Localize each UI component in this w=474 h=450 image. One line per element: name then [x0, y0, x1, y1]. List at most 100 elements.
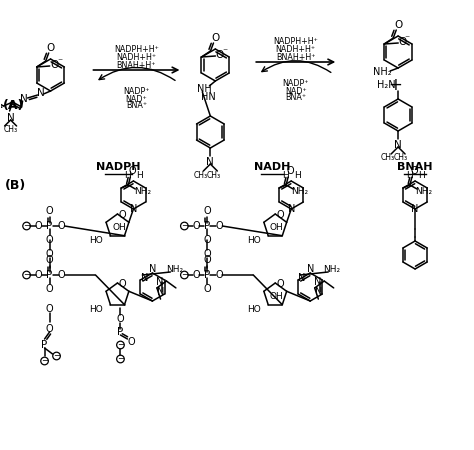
Text: N: N [156, 277, 163, 287]
Text: NH₂: NH₂ [415, 186, 432, 195]
Text: HO: HO [247, 236, 261, 245]
Text: NH₂: NH₂ [324, 265, 341, 274]
Text: (B): (B) [5, 179, 26, 192]
Text: O: O [192, 270, 200, 280]
Text: N: N [207, 157, 214, 167]
Text: O: O [216, 270, 223, 280]
Text: O: O [276, 210, 284, 220]
Text: O: O [211, 33, 219, 43]
Text: NH₂: NH₂ [134, 186, 151, 195]
Text: O: O [215, 50, 224, 60]
Text: O: O [203, 249, 211, 259]
Text: HO: HO [247, 305, 261, 314]
Text: O: O [203, 284, 211, 294]
Text: −: − [23, 270, 30, 279]
Text: O: O [46, 324, 54, 334]
Text: O: O [46, 206, 54, 216]
Text: N: N [149, 264, 156, 274]
Text: NADPH+H⁺: NADPH+H⁺ [273, 37, 318, 46]
Text: O: O [398, 37, 406, 47]
Text: BNA⁺: BNA⁺ [126, 102, 147, 111]
Text: O: O [118, 279, 126, 289]
Text: NADPH+H⁺: NADPH+H⁺ [114, 45, 159, 54]
Text: O: O [203, 206, 211, 216]
Text: OH: OH [270, 223, 284, 232]
Text: O: O [192, 221, 200, 231]
Text: N: N [315, 287, 322, 297]
Text: O: O [203, 235, 211, 245]
Text: HN: HN [201, 92, 216, 102]
Text: N: N [141, 273, 148, 283]
Text: O: O [35, 270, 42, 280]
Text: −: − [181, 221, 188, 230]
Text: ⁻: ⁻ [405, 34, 410, 44]
Text: HO: HO [90, 305, 103, 314]
Text: N: N [20, 94, 27, 104]
Text: N: N [394, 140, 402, 150]
Text: CH₃: CH₃ [381, 153, 395, 162]
Text: N: N [411, 204, 419, 214]
Text: N: N [314, 277, 321, 287]
Text: BNAH+H⁺: BNAH+H⁺ [276, 54, 316, 63]
Text: NH: NH [197, 84, 212, 94]
Text: −: − [117, 355, 124, 364]
Text: O: O [46, 255, 54, 265]
Text: NADH: NADH [254, 162, 291, 172]
Text: O: O [203, 255, 211, 265]
Text: N: N [7, 113, 15, 123]
Text: (A): (A) [3, 99, 24, 112]
Text: O: O [51, 60, 59, 70]
Text: O: O [276, 279, 284, 289]
Text: N: N [307, 264, 314, 274]
Text: NADH+H⁺: NADH+H⁺ [276, 45, 316, 54]
Text: BNA⁺: BNA⁺ [285, 94, 306, 103]
Text: OH: OH [270, 292, 284, 301]
Text: NH₂: NH₂ [292, 186, 309, 195]
Text: H: H [418, 171, 424, 180]
Text: −: − [117, 341, 124, 350]
Text: CH₃: CH₃ [4, 126, 18, 135]
Text: O: O [394, 20, 402, 30]
Text: NADH+H⁺: NADH+H⁺ [117, 54, 156, 63]
Text: −: − [53, 351, 60, 360]
Text: O: O [46, 249, 54, 259]
Text: O: O [117, 314, 124, 324]
Text: O: O [128, 166, 136, 176]
Text: P: P [118, 327, 124, 337]
Text: NADP⁺: NADP⁺ [283, 80, 309, 89]
Text: H: H [294, 171, 301, 180]
Text: −: − [23, 221, 30, 230]
Text: NH₂: NH₂ [373, 67, 392, 77]
Text: O: O [286, 166, 294, 176]
Text: H: H [282, 171, 289, 180]
Text: O: O [216, 221, 223, 231]
Text: O: O [128, 337, 135, 347]
Text: N: N [157, 287, 164, 297]
Text: P: P [204, 221, 210, 231]
Text: P: P [204, 270, 210, 280]
Text: P: P [41, 340, 48, 350]
Text: NAD⁺: NAD⁺ [285, 86, 307, 95]
Text: H₂N: H₂N [377, 80, 396, 90]
Text: H: H [136, 171, 143, 180]
Text: ⁻: ⁻ [222, 47, 227, 57]
Text: NADPH: NADPH [96, 162, 141, 172]
Text: P: P [46, 270, 53, 280]
Text: N: N [130, 204, 137, 214]
Text: NAD⁺: NAD⁺ [126, 94, 147, 104]
Text: O: O [118, 210, 126, 220]
Text: CH₃: CH₃ [193, 171, 208, 180]
Text: −: − [181, 270, 188, 279]
Text: N: N [288, 204, 295, 214]
Text: H: H [406, 171, 412, 180]
Text: O: O [35, 221, 42, 231]
Text: OH: OH [112, 223, 126, 232]
Text: HO: HO [90, 236, 103, 245]
Text: H: H [124, 171, 131, 180]
Text: CH₃: CH₃ [206, 171, 220, 180]
Text: CH₃: CH₃ [394, 153, 408, 162]
Text: NH₂: NH₂ [166, 265, 183, 274]
Text: BNAH+H⁺: BNAH+H⁺ [117, 62, 156, 71]
Text: O: O [46, 284, 54, 294]
Text: NADP⁺: NADP⁺ [123, 87, 150, 96]
